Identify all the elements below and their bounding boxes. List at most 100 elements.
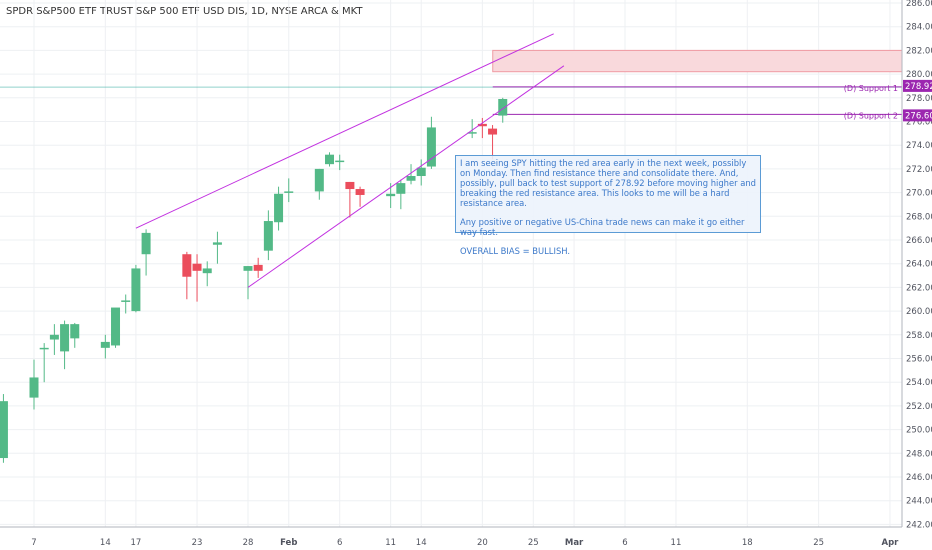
candle-body <box>426 127 436 167</box>
price-tick-label: 282.00 <box>906 46 932 56</box>
candle-body <box>60 324 70 352</box>
price-tick-label: 276.00 <box>906 118 932 128</box>
candle-body <box>416 167 426 177</box>
price-tick-label: 278.00 <box>906 94 932 104</box>
note-paragraph-2: Any positive or negative US-China trade … <box>460 217 745 237</box>
candle <box>121 294 131 314</box>
time-tick-label: Feb <box>280 538 297 548</box>
candle <box>141 229 151 276</box>
price-axis[interactable]: 242.00 244.00 246.00 248.00 250.00 252.00 254.… <box>901 0 932 530</box>
candle <box>253 257 263 278</box>
annotation-note[interactable]: I am seeing SPY hitting the red area ear… <box>455 155 761 256</box>
candle <box>29 359 39 410</box>
support-label: (D) Support 1 <box>844 84 898 93</box>
price-tick-label: 254.00 <box>906 378 932 388</box>
candle <box>325 152 335 167</box>
candle <box>0 394 8 463</box>
candle <box>49 324 59 355</box>
candle-body <box>284 191 294 193</box>
trend-line-upper <box>135 33 554 229</box>
candle <box>345 181 355 218</box>
time-tick-label: 14 <box>100 538 111 548</box>
price-tick-label: 272.00 <box>906 165 932 175</box>
candle-body <box>100 341 110 348</box>
price-tick-label: 266.00 <box>906 236 932 246</box>
candle-body <box>396 183 406 194</box>
candle <box>498 97 508 123</box>
price-tick-label: 270.00 <box>906 189 932 199</box>
time-axis[interactable]: 7 14 17 23 28 Feb 6 11 14 20 25 Mar 6 11 18 25 Apr <box>0 526 902 548</box>
price-tick-label: 242.00 <box>906 520 932 530</box>
candle <box>396 179 406 210</box>
candle-body <box>131 268 141 312</box>
candle-body <box>314 168 324 192</box>
time-tick-label: 28 <box>243 538 254 548</box>
time-tick-label: 11 <box>385 538 396 548</box>
note-paragraph-3: OVERALL BIAS = BULLISH. <box>460 246 571 256</box>
candle-body <box>335 160 345 163</box>
candle-body <box>488 128 498 135</box>
candle <box>416 159 426 186</box>
candle <box>100 334 110 359</box>
resistance-zone[interactable] <box>492 49 903 73</box>
candle-body <box>111 307 121 346</box>
candle-body <box>355 189 365 195</box>
candle <box>335 154 345 171</box>
time-tick-label: 11 <box>671 538 682 548</box>
candle <box>182 251 192 300</box>
candle-body <box>49 334 59 340</box>
time-tick-label: 18 <box>742 538 753 548</box>
candle <box>488 125 498 160</box>
candle-body <box>243 266 253 271</box>
grid <box>0 0 902 527</box>
price-marker-label: 278.92 <box>905 82 932 92</box>
candle-body <box>477 123 487 127</box>
candle <box>60 320 70 370</box>
candle <box>406 164 416 185</box>
candle <box>467 119 477 139</box>
price-marker-tag <box>903 109 932 122</box>
candle-body <box>39 347 49 350</box>
candle-body <box>274 193 284 223</box>
price-tick-label: 248.00 <box>906 449 932 459</box>
trend-lines[interactable] <box>135 33 565 288</box>
candle <box>426 116 436 169</box>
candle-body <box>263 221 273 251</box>
price-tick-label: 262.00 <box>906 283 932 293</box>
price-tick-label: 268.00 <box>906 212 932 222</box>
candle <box>202 261 212 287</box>
candle-body <box>121 300 131 302</box>
price-marker-tag <box>903 79 932 92</box>
time-tick-label: Mar <box>565 538 584 548</box>
time-tick-label: 23 <box>192 538 203 548</box>
price-tick-label: 244.00 <box>906 497 932 507</box>
price-tick-label: 284.00 <box>906 23 932 33</box>
time-tick-label: 25 <box>813 538 824 548</box>
candle-body <box>29 377 39 398</box>
candle <box>284 178 294 203</box>
price-tick-label: 264.00 <box>906 260 932 270</box>
candle <box>192 254 202 302</box>
candle-body <box>212 242 222 245</box>
price-tick-label: 258.00 <box>906 331 932 341</box>
candles <box>0 97 508 463</box>
time-tick-label: 17 <box>130 538 141 548</box>
price-tick-label: 280.00 <box>906 70 932 80</box>
candle-body <box>325 154 335 165</box>
time-tick-label: 25 <box>528 538 539 548</box>
candle <box>274 186 284 231</box>
candle-body <box>406 176 416 181</box>
time-tick-label: 7 <box>31 538 36 548</box>
candle-body <box>182 254 192 277</box>
price-tick-label: 250.00 <box>906 426 932 436</box>
candle <box>477 117 487 139</box>
candle <box>314 168 324 200</box>
candle-body <box>498 98 508 116</box>
candle-body <box>0 401 8 459</box>
candle-body <box>345 181 355 190</box>
price-tick-label: 286.00 <box>906 0 932 9</box>
candle <box>263 210 273 261</box>
trend-line-lower <box>247 65 565 288</box>
support-lines[interactable]: (D) Support 1 (D) Support 2 <box>492 84 902 120</box>
